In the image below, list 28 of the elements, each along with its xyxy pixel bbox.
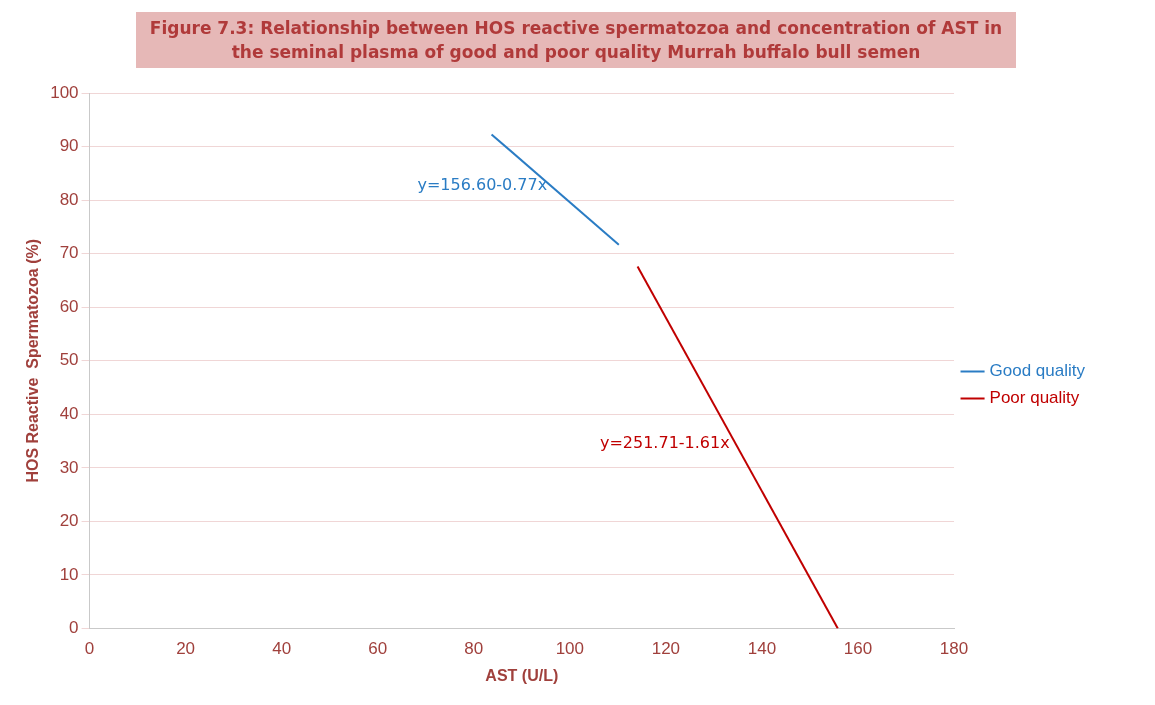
y-tick-label: 100	[50, 82, 79, 102]
x-tick-label: 140	[747, 639, 777, 659]
x-tick-label: 180	[939, 639, 969, 659]
y-tick-label: 10	[59, 564, 79, 584]
y-tick-label: 20	[59, 511, 79, 531]
legend-label: Poor quality	[989, 388, 1080, 408]
y-tick-label: 90	[59, 136, 79, 156]
x-tick-label: 40	[272, 639, 292, 659]
annotation: y=156.60-0.77x	[417, 174, 548, 194]
y-tick-label: 0	[69, 618, 79, 638]
x-tick-label: 60	[368, 639, 388, 659]
y-tick-label: 80	[59, 189, 79, 209]
x-tick-label: 80	[464, 639, 484, 659]
legend-label: Good quality	[989, 361, 1086, 381]
x-axis-title: AST (U/L)	[485, 666, 559, 684]
chart-title: Figure 7.3: Relationship between HOS reactive spermatozoa and concentration of AST in the seminal plasma of good and poor quality Murrah buffalo bull semen	[136, 12, 1016, 68]
y-tick-label: 70	[59, 243, 79, 263]
annotation: y=251.71-1.61x	[599, 432, 730, 452]
x-tick-label: 0	[84, 639, 95, 659]
y-tick-label: 60	[59, 296, 79, 316]
x-tick-label: 20	[176, 639, 196, 659]
y-tick-label: 50	[59, 350, 79, 370]
y-tick-label: 40	[59, 404, 79, 424]
y-axis-title: HOS Reactive Spermatozoa (%)	[24, 238, 42, 483]
x-tick-label: 100	[555, 639, 585, 659]
x-tick-label: 120	[651, 639, 681, 659]
x-tick-label: 160	[843, 639, 873, 659]
y-tick-label: 30	[59, 457, 79, 477]
